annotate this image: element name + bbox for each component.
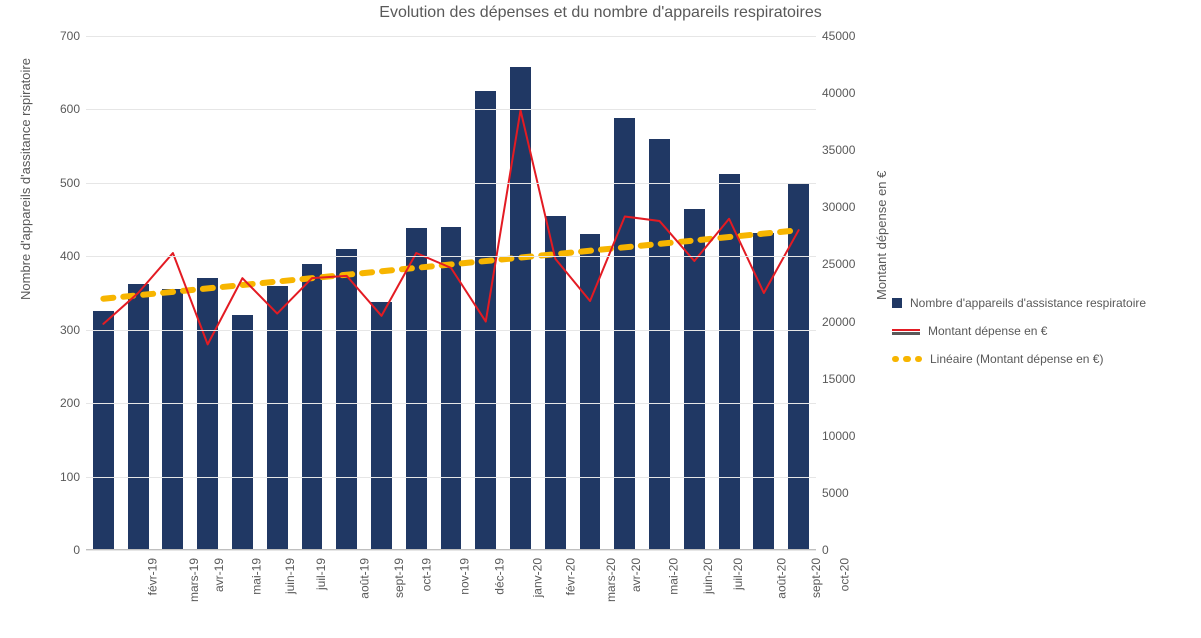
y2-tick-label: 35000 [816, 143, 855, 157]
gridline [86, 477, 816, 478]
gridline [86, 109, 816, 110]
y2-tick-label: 5000 [816, 486, 849, 500]
x-tick-label: mars-20 [604, 558, 618, 602]
x-tick-label: août-19 [358, 558, 372, 599]
legend-label-line: Montant dépense en € [928, 324, 1047, 338]
y1-tick-label: 300 [60, 323, 86, 337]
x-tick-label: juil-19 [314, 558, 328, 590]
y2-tick-label: 15000 [816, 372, 855, 386]
gridline [86, 256, 816, 257]
chart-container: Evolution des dépenses et du nombre d'ap… [0, 0, 1201, 638]
y2-tick-label: 45000 [816, 29, 855, 43]
y2-tick-label: 0 [816, 543, 829, 557]
x-tick-label: oct-19 [420, 558, 434, 591]
y2-tick-label: 40000 [816, 86, 855, 100]
x-tick-label: avr-19 [212, 558, 226, 592]
x-tick-label: déc-19 [493, 558, 507, 595]
gridline [86, 183, 816, 184]
legend-label-bars: Nombre d'appareils d'assistance respirat… [910, 296, 1146, 310]
trend-line [103, 230, 798, 299]
x-axis-labels: févr-19 mars-19 avr-19 mai-19 juin-19 juil-19… [86, 552, 816, 632]
legend-swatch-trend [892, 356, 922, 362]
y2-tick-label: 20000 [816, 315, 855, 329]
gridline [86, 330, 816, 331]
x-tick-label: sept-19 [392, 558, 406, 598]
y2-axis-label: Montant dépense en € [874, 171, 889, 300]
y1-tick-label: 100 [60, 470, 86, 484]
y1-tick-label: 0 [73, 543, 86, 557]
y1-axis-label: Nombre d'appareils d'assitance rspiratoi… [18, 58, 33, 300]
legend-item-bars: Nombre d'appareils d'assistance respirat… [892, 296, 1192, 310]
expense-line [103, 110, 798, 344]
x-tick-label: août-20 [775, 558, 789, 599]
legend-swatch-bar [892, 298, 902, 308]
x-tick-label: mai-19 [249, 558, 263, 595]
x-tick-label: nov-19 [458, 558, 472, 595]
y1-tick-label: 700 [60, 29, 86, 43]
y1-tick-label: 500 [60, 176, 86, 190]
chart-title: Evolution des dépenses et du nombre d'ap… [0, 4, 1201, 22]
x-tick-label: mars-19 [187, 558, 201, 602]
x-tick-label: avr-20 [629, 558, 643, 592]
x-tick-label: juin-19 [283, 558, 297, 594]
y2-tick-label: 10000 [816, 429, 855, 443]
x-tick-label: juil-20 [731, 558, 745, 590]
legend: Nombre d'appareils d'assistance respirat… [892, 296, 1192, 380]
y1-tick-label: 400 [60, 249, 86, 263]
legend-item-line: Montant dépense en € [892, 324, 1192, 338]
gridline [86, 403, 816, 404]
x-tick-label: mai-20 [666, 558, 680, 595]
legend-swatch-line [892, 329, 920, 333]
y2-tick-label: 30000 [816, 200, 855, 214]
lines-layer [86, 36, 816, 550]
legend-item-trend: Linéaire (Montant dépense en €) [892, 352, 1192, 366]
x-tick-label: févr-19 [146, 558, 160, 595]
gridline [86, 550, 816, 551]
x-tick-label: juin-20 [701, 558, 715, 594]
plot-area: 0100200300400500600700050001000015000200… [86, 36, 816, 550]
x-tick-label: sept-20 [809, 558, 823, 598]
y1-tick-label: 200 [60, 396, 86, 410]
legend-label-trend: Linéaire (Montant dépense en €) [930, 352, 1103, 366]
x-tick-label: oct-20 [837, 558, 851, 591]
y2-tick-label: 25000 [816, 257, 855, 271]
y1-tick-label: 600 [60, 102, 86, 116]
gridline [86, 36, 816, 37]
x-tick-label: janv-20 [530, 558, 544, 597]
x-tick-label: févr-20 [563, 558, 577, 595]
